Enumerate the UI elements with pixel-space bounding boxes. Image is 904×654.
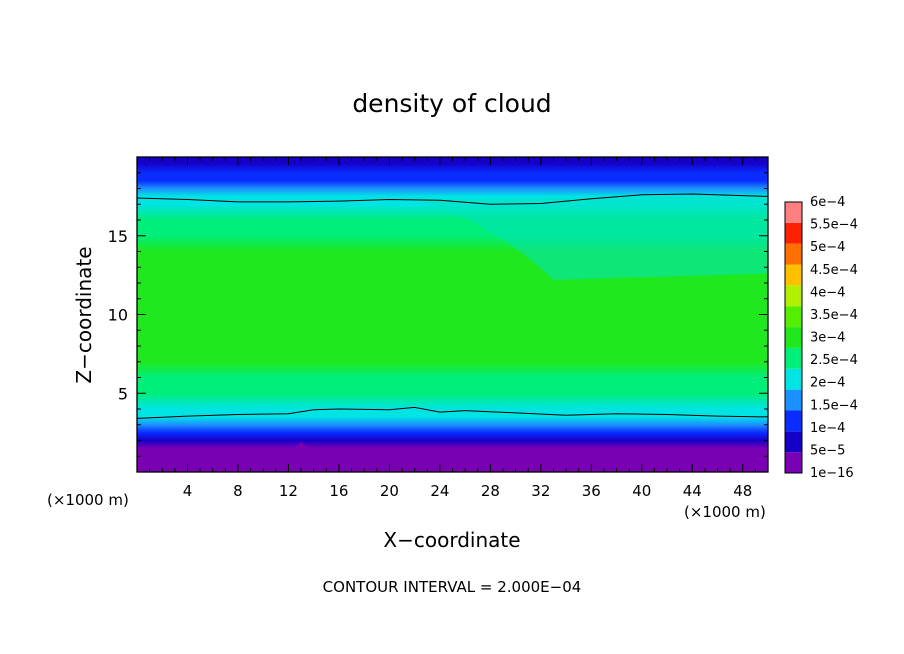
x-tick-label: 36	[582, 482, 601, 500]
lowest-level-band	[137, 442, 768, 460]
colorbar-swatch	[785, 452, 802, 473]
colorbar-label: 1.5e−4	[810, 398, 858, 413]
colorbar-swatch	[785, 347, 802, 369]
cyan-upper-tongue	[414, 196, 768, 280]
contour-line-upper	[137, 193, 768, 205]
contour-line-lower	[137, 406, 768, 419]
colorbar-swatch	[785, 243, 802, 265]
x-tick-label: 32	[531, 482, 550, 500]
x-tick-label: 8	[233, 482, 243, 500]
colorbar-swatch	[785, 431, 802, 453]
colorbar-swatch	[785, 222, 802, 244]
y-axis: 5 10 15	[108, 172, 768, 457]
colorbar-label: 3.5e−4	[810, 308, 858, 323]
colorbar-label: 4.5e−4	[810, 263, 858, 278]
colorbar-label: 4e−4	[810, 285, 845, 300]
x-axis-unit-left: (×1000 m)	[47, 491, 129, 509]
y-tick-label: 5	[118, 384, 128, 403]
plot-area	[137, 157, 768, 472]
colorbar-swatch	[785, 306, 802, 328]
chart-title: density of cloud	[352, 89, 551, 118]
colorbar-swatch	[785, 285, 802, 307]
colorbar: 1e−16 5e−5 1e−4 1.5e−4 2e−4 2.5e−4 3e−4 3.5e−4 4…	[784, 195, 858, 481]
x-tick-label: 44	[683, 482, 702, 500]
y-tick-label: 10	[108, 306, 128, 325]
x-tick-label: 48	[733, 482, 752, 500]
x-tick-label: 20	[380, 482, 399, 500]
colorbar-label: 3e−4	[810, 331, 845, 346]
x-axis-label: X−coordinate	[383, 528, 520, 552]
x-tick-label: 12	[279, 482, 298, 500]
colorbar-swatch	[785, 264, 802, 286]
x-tick-label: 28	[481, 482, 500, 500]
colorbar-label: 5.5e−4	[810, 218, 858, 233]
x-tick-label: 4	[183, 482, 193, 500]
colorbar-label: 5e−4	[810, 240, 845, 255]
colorbar-label: 1e−16	[810, 466, 854, 481]
x-tick-label: 24	[430, 482, 449, 500]
colorbar-swatch	[785, 327, 802, 348]
colorbar-swatch	[785, 368, 802, 390]
y-axis-label: Z−coordinate	[72, 246, 96, 383]
colorbar-swatch	[785, 410, 802, 432]
x-axis: 4 8 12 16 20 24 28 32 36 40 44 48	[149, 157, 756, 500]
colorbar-swatch	[785, 389, 802, 411]
contour-interval-footer: CONTOUR INTERVAL = 2.000E−04	[323, 578, 582, 596]
colorbar-frame	[784, 201, 803, 474]
colorbar-label: 2.5e−4	[810, 353, 858, 368]
colorbar-label: 6e−4	[810, 195, 845, 210]
x-tick-label: 16	[329, 482, 348, 500]
colorbar-label: 2e−4	[810, 376, 845, 391]
colorbar-label: 5e−5	[810, 443, 845, 458]
y-tick-label: 15	[108, 227, 128, 246]
x-axis-unit-right: (×1000 m)	[684, 503, 766, 521]
x-tick-label: 40	[632, 482, 651, 500]
colorbar-swatch	[785, 202, 802, 223]
colorbar-label: 1e−4	[810, 421, 845, 436]
